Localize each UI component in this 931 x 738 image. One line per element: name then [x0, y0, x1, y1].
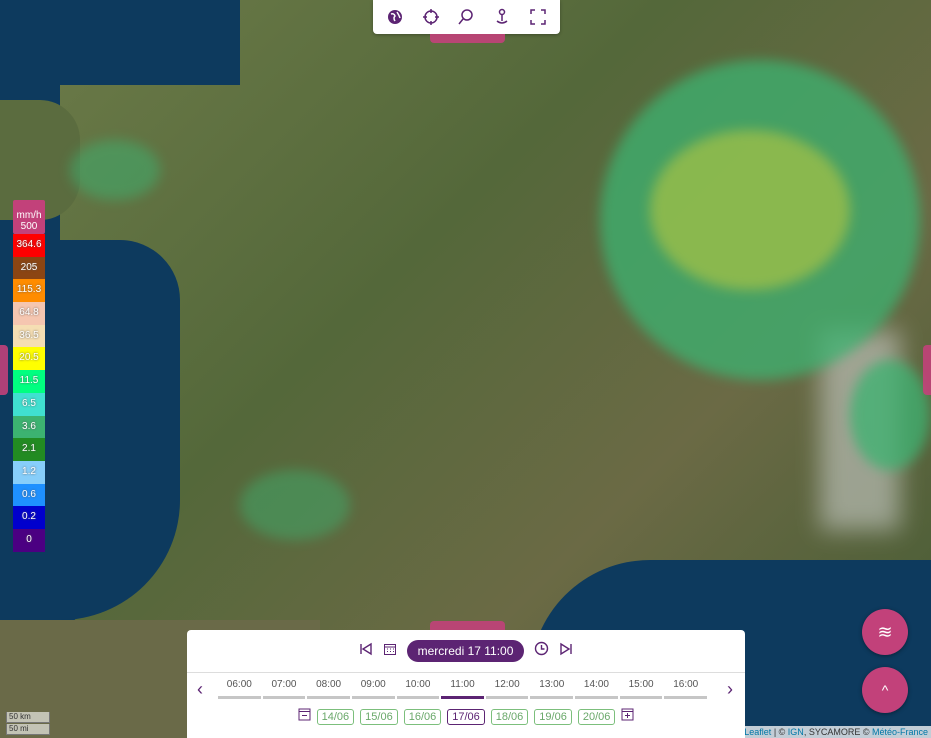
next-hours-button[interactable]: ›: [727, 679, 733, 699]
right-panel-tab[interactable]: [923, 345, 931, 395]
current-date-button[interactable]: mercredi 17 11:00: [406, 640, 525, 662]
radar-echo: [70, 140, 160, 200]
wind-layer-button[interactable]: ≋: [862, 609, 908, 655]
legend-band: 11.5: [13, 370, 45, 393]
toolbar-toggle-tab[interactable]: [430, 34, 505, 43]
hour-step[interactable]: 13:00: [530, 679, 574, 699]
legend-band: 205: [13, 256, 45, 280]
expand-button[interactable]: ^: [862, 667, 908, 713]
legend-band: 364.6: [13, 234, 45, 257]
legend-band: 0: [13, 528, 45, 552]
sea-channel: [0, 0, 240, 85]
scale-mi: 50 mi: [6, 724, 50, 735]
hour-step[interactable]: 07:00: [262, 679, 306, 699]
left-panel-tab[interactable]: [0, 345, 8, 395]
day-button[interactable]: 16/06: [403, 708, 442, 725]
hour-step[interactable]: 15:00: [619, 679, 663, 699]
legend-band: 2.1: [13, 438, 45, 461]
radar-echo: [650, 130, 850, 290]
search-icon[interactable]: [454, 5, 478, 29]
last-step-icon[interactable]: [559, 642, 573, 661]
scale-km: 50 km: [6, 712, 50, 723]
hour-step[interactable]: 09:00: [351, 679, 395, 699]
day-button[interactable]: 18/06: [490, 708, 529, 725]
fullscreen-icon[interactable]: [526, 5, 550, 29]
hour-step[interactable]: 16:00: [664, 679, 708, 699]
legend-header: mm/h 500: [13, 200, 45, 234]
legend-band: 3.6: [13, 415, 45, 439]
hour-step[interactable]: 08:00: [307, 679, 350, 699]
day-button[interactable]: 19/06: [534, 708, 572, 725]
day-button[interactable]: 17/06: [447, 708, 485, 725]
precipitation-legend: mm/h 500 364.6 205 115.3 64.8 36.5 20.5 11.5 6.5…: [13, 200, 45, 552]
day-button[interactable]: 14/06: [316, 708, 355, 725]
timeline-toggle-tab[interactable]: [430, 621, 505, 631]
day-button[interactable]: 20/06: [577, 708, 616, 725]
clock-icon[interactable]: [534, 641, 549, 661]
legend-max: 500: [20, 221, 38, 232]
attr-sep: | ©: [771, 727, 788, 737]
legend-band: 115.3: [13, 279, 45, 303]
calendar-icon[interactable]: [383, 642, 397, 661]
legend-band: 6.5: [13, 392, 45, 416]
hour-step[interactable]: 14:00: [575, 679, 618, 699]
hour-step[interactable]: 10:00: [396, 679, 440, 699]
next-day-icon[interactable]: [621, 707, 634, 726]
previous-hours-button[interactable]: ‹: [197, 679, 203, 699]
radar-echo: [240, 470, 350, 540]
map-toolbar: [373, 0, 560, 34]
hour-step[interactable]: 06:00: [218, 679, 261, 699]
day-button[interactable]: 15/06: [360, 708, 398, 725]
attribution: Leaflet | © IGN, SYCAMORE © Météo-France: [741, 726, 931, 738]
meteo-france-link[interactable]: Météo-France: [871, 727, 928, 737]
timeline-panel: mercredi 17 11:00 ‹ 06:00 07:00 08:00 09:00…: [187, 630, 745, 738]
hour-step[interactable]: 11:00: [441, 679, 484, 699]
first-step-icon[interactable]: [359, 642, 373, 661]
hour-step[interactable]: 12:00: [485, 679, 529, 699]
legend-band: 1.2: [13, 460, 45, 484]
leaflet-link[interactable]: Leaflet: [744, 727, 772, 737]
legend-unit: mm/h: [16, 210, 42, 221]
legend-band: 0.6: [13, 483, 45, 507]
wind-icon: ≋: [877, 621, 893, 642]
locate-icon[interactable]: [419, 5, 443, 29]
previous-day-icon[interactable]: [298, 707, 311, 726]
legend-band: 64.8: [13, 302, 45, 325]
location-pin-icon[interactable]: [490, 5, 514, 29]
legend-band: 20.5: [13, 347, 45, 371]
chevron-up-icon: ^: [881, 682, 889, 698]
attr-mid: , SYCAMORE ©: [803, 727, 872, 737]
ign-link[interactable]: IGN: [787, 727, 804, 737]
radar-echo: [850, 360, 930, 470]
globe-icon[interactable]: [383, 5, 407, 29]
legend-band: 36.5: [13, 324, 45, 348]
legend-band: 0.2: [13, 506, 45, 529]
